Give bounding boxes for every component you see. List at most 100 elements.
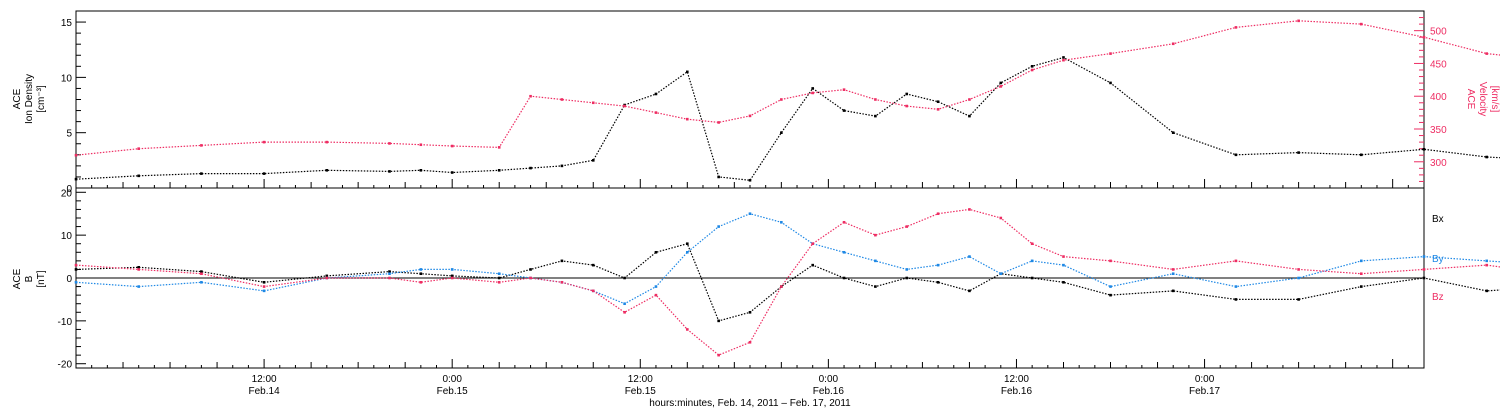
x-tick-label: 12:00 — [1004, 374, 1029, 385]
x-axis: 12:00Feb.140:00Feb.1512:00Feb.150:00Feb.… — [75, 179, 1425, 397]
bottom-ylabel-2: B — [24, 275, 35, 282]
density-point — [450, 171, 454, 174]
top-right-tick-label: 450 — [1430, 59, 1447, 70]
bx-point — [968, 289, 971, 293]
bz-point — [529, 276, 532, 280]
legend-by: By — [1432, 254, 1444, 265]
density-point — [811, 87, 814, 90]
bx-point — [450, 274, 454, 278]
top-right-ylabel-1: ACE — [1465, 89, 1476, 110]
x-tick-date: Feb.17 — [1189, 386, 1221, 397]
bz-point — [1171, 268, 1175, 271]
bottom-panel-points — [74, 208, 1500, 357]
x-tick-label: 0:00 — [819, 374, 839, 385]
by-point — [686, 250, 689, 254]
bx-point — [1234, 298, 1238, 301]
velocity-point — [325, 140, 329, 144]
top-right-tick-label: 350 — [1430, 125, 1447, 136]
bx-point — [1109, 293, 1112, 297]
bottom-left-tick-label: 10 — [61, 231, 73, 242]
bx-point — [137, 265, 140, 269]
by-point — [842, 250, 846, 254]
density-point — [842, 109, 846, 112]
velocity-point — [905, 104, 909, 108]
bottom-left-tick-label: -10 — [58, 317, 73, 328]
bz-point — [1485, 263, 1488, 267]
bottom-left-tick-label: 20 — [61, 188, 73, 199]
x-tick-date: Feb.16 — [813, 386, 845, 397]
velocity-point — [200, 144, 203, 147]
bz-point — [874, 233, 877, 237]
x-tick-date: Feb.15 — [625, 386, 657, 397]
bz-point — [419, 280, 423, 284]
bz-point — [936, 212, 940, 216]
density-point — [780, 131, 783, 134]
density-point — [591, 159, 595, 162]
top-right-tick-label: 500 — [1430, 27, 1447, 38]
legend-bx: Bx — [1432, 214, 1444, 225]
top-left-axis: 0 5 10 15 — [61, 18, 86, 195]
bottom-ylabel-1: ACE — [12, 268, 23, 289]
velocity-point-trace — [75, 20, 1500, 156]
top-left-tick-label: 10 — [61, 73, 73, 84]
bottom-ylabel-3: [nT] — [36, 270, 47, 287]
by-point-trace — [75, 213, 1500, 305]
legend-bz: Bz — [1432, 292, 1444, 303]
bx-point — [686, 242, 689, 246]
x-tick-label: 12:00 — [628, 374, 653, 385]
by-point — [936, 263, 940, 267]
velocity-point — [450, 144, 454, 148]
bx-point — [654, 250, 658, 254]
top-panel-points — [74, 19, 1500, 182]
density-point — [1171, 131, 1175, 134]
x-tick-label: 0:00 — [442, 374, 462, 385]
bx-point — [200, 270, 203, 273]
bottom-left-axis: -20 -10 0 10 20 — [58, 188, 86, 371]
bz-point — [905, 225, 909, 228]
by-point — [1109, 285, 1112, 288]
bz-point — [1030, 242, 1034, 246]
top-right-tick-label: 300 — [1430, 158, 1447, 169]
bx-point — [1297, 298, 1300, 301]
velocity-point — [1360, 22, 1363, 26]
by-point — [999, 272, 1003, 276]
top-panel: 0 5 10 15 300 350 400 450 500 ACE Ion Density [… — [12, 10, 1500, 195]
density-point — [388, 170, 391, 173]
bz-point — [717, 353, 720, 357]
bz-point — [591, 289, 595, 293]
x-tick-date: Feb.14 — [249, 386, 281, 397]
by-point — [1297, 276, 1300, 280]
x-axis-label: hours:minutes, Feb. 14, 2011 – Feb. 17, … — [649, 398, 851, 409]
density-point — [325, 169, 329, 172]
by-point — [874, 259, 877, 263]
density-point — [686, 70, 689, 74]
bx-point — [1062, 280, 1065, 284]
density-point-trace — [75, 56, 1500, 181]
bz-point — [842, 220, 846, 224]
top-left-ylabel-2: Ion Density — [24, 74, 35, 124]
top-panel-frame — [75, 10, 1425, 189]
x-tick-label: 0:00 — [1195, 374, 1215, 385]
by-point — [419, 268, 423, 271]
top-left-tick-label: 15 — [61, 18, 73, 29]
density-point — [137, 174, 140, 178]
velocity-point — [1485, 52, 1488, 55]
bottom-left-tick-label: -20 — [58, 360, 73, 371]
top-right-axis: 300 350 400 450 500 — [1414, 17, 1447, 182]
bz-point — [654, 293, 658, 297]
by-point — [74, 280, 78, 284]
bx-point — [1485, 289, 1488, 293]
by-point — [262, 289, 266, 293]
velocity-point — [560, 98, 564, 101]
velocity-point — [717, 121, 720, 124]
bz-point — [200, 272, 203, 276]
velocity-point — [811, 91, 814, 95]
density-point — [999, 81, 1003, 85]
by-point — [968, 255, 971, 258]
density-point — [200, 172, 203, 175]
density-point — [1297, 151, 1300, 154]
top-right-ylabel-3: [km/s] — [1489, 86, 1500, 113]
density-point — [748, 178, 752, 182]
density-point — [1422, 147, 1426, 151]
top-left-ylabel-3: [cm⁻³] — [36, 85, 47, 113]
